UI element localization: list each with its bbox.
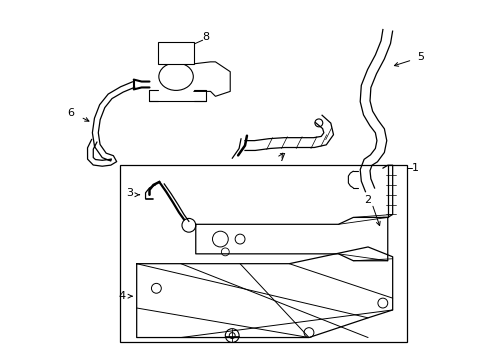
Text: 1: 1 bbox=[411, 163, 418, 173]
Text: 5: 5 bbox=[416, 52, 423, 62]
Text: 7: 7 bbox=[277, 153, 285, 163]
Text: 8: 8 bbox=[202, 32, 209, 42]
Text: 4: 4 bbox=[118, 291, 125, 301]
Text: 6: 6 bbox=[67, 108, 74, 118]
Bar bbox=[120, 165, 407, 342]
Text: 3: 3 bbox=[126, 188, 133, 198]
Ellipse shape bbox=[159, 63, 193, 90]
Bar bbox=[158, 42, 193, 64]
Text: 2: 2 bbox=[364, 195, 371, 205]
